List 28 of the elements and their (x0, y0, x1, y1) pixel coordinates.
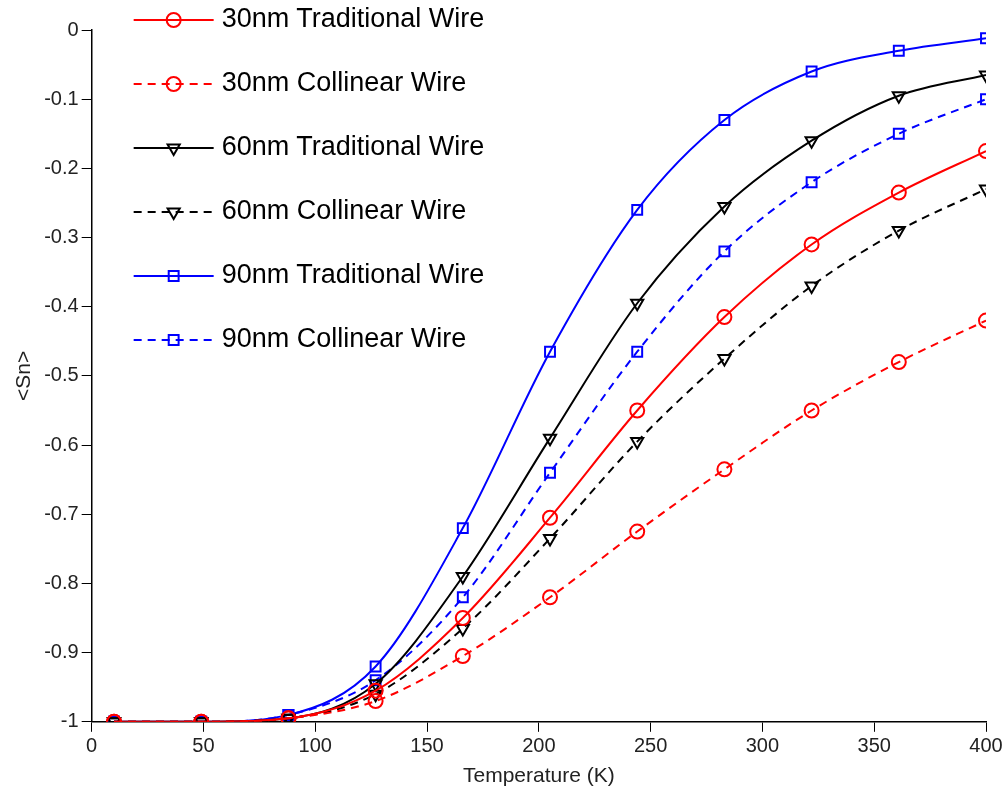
x-tick-label: 150 (410, 734, 444, 757)
y-tick-label: -0.4 (44, 294, 79, 317)
x-tick-label: 0 (86, 734, 98, 757)
x-tick-label: 300 (745, 734, 780, 757)
legend-label: 30nm Collinear Wire (221, 67, 467, 98)
y-axis-title: <Sn> (11, 350, 35, 402)
legend-label: 30nm Traditional Wire (221, 3, 485, 34)
y-tick-label: -0.5 (44, 363, 79, 386)
y-tick-label: -0.8 (44, 570, 79, 593)
y-tick-label: -0.9 (44, 640, 79, 663)
y-tick-label: -0.7 (44, 501, 79, 524)
legend-label: 90nm Traditional Wire (221, 259, 485, 290)
y-tick-label: -0.3 (44, 225, 79, 248)
x-tick-label: 400 (969, 734, 1003, 757)
x-tick-label: 350 (857, 734, 891, 757)
y-tick-label: 0 (67, 17, 79, 40)
y-tick-label: -0.1 (44, 86, 79, 109)
y-tick-label: -0.2 (44, 155, 79, 178)
x-tick-label: 250 (633, 734, 668, 757)
legend-label: 60nm Collinear Wire (221, 195, 467, 226)
x-tick-label: 200 (522, 734, 556, 757)
x-tick-label: 50 (192, 734, 215, 757)
y-tick-label: -0.6 (44, 432, 79, 455)
y-tick-label: -1 (60, 709, 79, 732)
legend-label: 60nm Traditional Wire (221, 131, 485, 162)
x-axis-title: Temperature (K) (462, 763, 615, 787)
legend-label: 90nm Collinear Wire (221, 323, 467, 354)
x-tick-label: 100 (298, 734, 332, 757)
